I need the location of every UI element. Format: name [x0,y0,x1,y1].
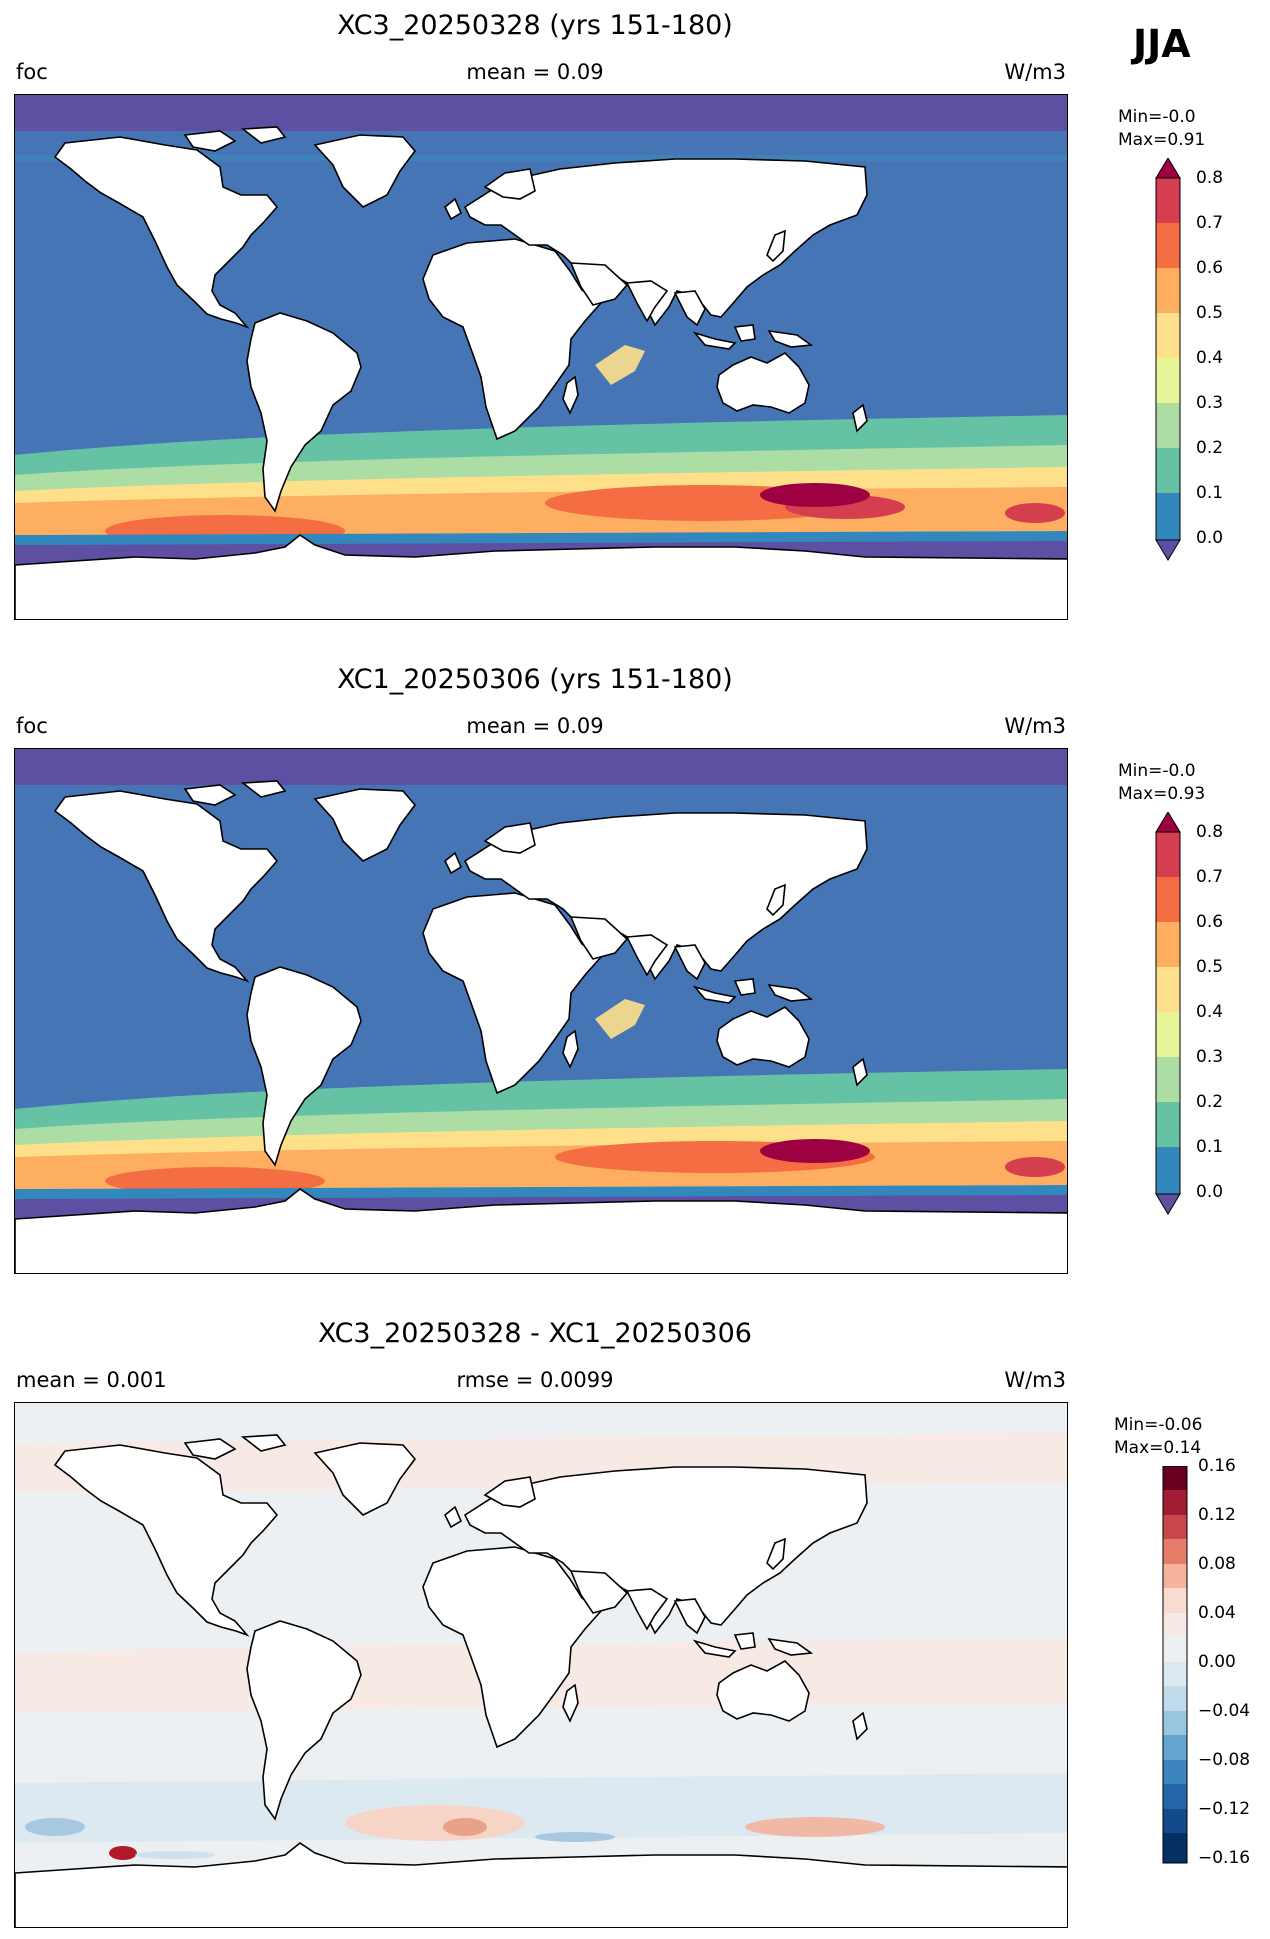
panel1-colorbar [1155,158,1181,561]
panel2-cbar-tick: 0.3 [1196,1047,1224,1067]
panel3-colorbar [1162,1466,1188,1864]
panel3-min: Min=-0.06 [1114,1415,1203,1435]
panel2-max: Max=0.93 [1118,784,1206,804]
panel1-map [14,94,1068,620]
panel2-left-label: foc [16,714,48,738]
panel1-min: Min=-0.0 [1118,107,1196,127]
panel1-cbar-tick: 0.8 [1196,168,1224,188]
panel3-cbar-tick: 0.00 [1198,1652,1236,1672]
panel1-cbar-tick: 0.4 [1196,348,1224,368]
panel3-cbar-tick: −0.08 [1198,1750,1251,1770]
panel1-cbar-tick: 0.5 [1196,303,1224,323]
panel3-mean-label: mean = 0.001 [16,1368,167,1392]
panel3-max: Max=0.14 [1114,1438,1202,1458]
panel2-cbar-tick: 0.8 [1196,822,1224,842]
panel2-units-label: W/m3 [1004,714,1066,738]
panel1-left-label: foc [16,60,48,84]
panel3-rmse-label: rmse = 0.0099 [456,1368,614,1392]
panel2-cbar-tick: 0.0 [1196,1182,1224,1202]
panel3-cbar-tick: −0.12 [1198,1799,1251,1819]
panel2-min: Min=-0.0 [1118,761,1196,781]
panel1-cbar-tick: 0.6 [1196,258,1224,278]
panel3-map [14,1402,1068,1928]
panel2-cbar-tick: 0.1 [1196,1137,1224,1157]
panel3-cbar-tick: 0.04 [1198,1603,1236,1623]
panel3-units-label: W/m3 [1004,1368,1066,1392]
panel1-max: Max=0.91 [1118,130,1206,150]
panel2-colorbar [1155,812,1181,1215]
panel3-cbar-tick: −0.04 [1198,1701,1251,1721]
panel1-cbar-tick: 0.0 [1196,528,1224,548]
panel2-cbar-tick: 0.5 [1196,957,1224,977]
season-label: JJA [1133,22,1191,66]
panel2-mean-label: mean = 0.09 [466,714,604,738]
panel3-cbar-tick: 0.12 [1198,1505,1236,1525]
panel2-map [14,748,1068,1274]
panel3-cbar-tick: 0.16 [1198,1456,1236,1476]
panel2-cbar-tick: 0.7 [1196,867,1224,887]
panel2-cbar-tick: 0.6 [1196,912,1224,932]
panel3-title: XC3_20250328 - XC1_20250306 [318,1318,752,1349]
panel1-cbar-tick: 0.7 [1196,213,1224,233]
panel1-cbar-tick: 0.1 [1196,483,1224,503]
panel3-cbar-tick: −0.16 [1198,1848,1251,1868]
panel3-cbar-tick: 0.08 [1198,1554,1236,1574]
panel1-units-label: W/m3 [1004,60,1066,84]
panel1-mean-label: mean = 0.09 [466,60,604,84]
panel1-title: XC3_20250328 (yrs 151-180) [337,10,733,41]
panel1-cbar-tick: 0.2 [1196,438,1224,458]
panel2-title: XC1_20250306 (yrs 151-180) [337,664,733,695]
panel2-cbar-tick: 0.4 [1196,1002,1224,1022]
panel1-cbar-tick: 0.3 [1196,393,1224,413]
panel2-cbar-tick: 0.2 [1196,1092,1224,1112]
